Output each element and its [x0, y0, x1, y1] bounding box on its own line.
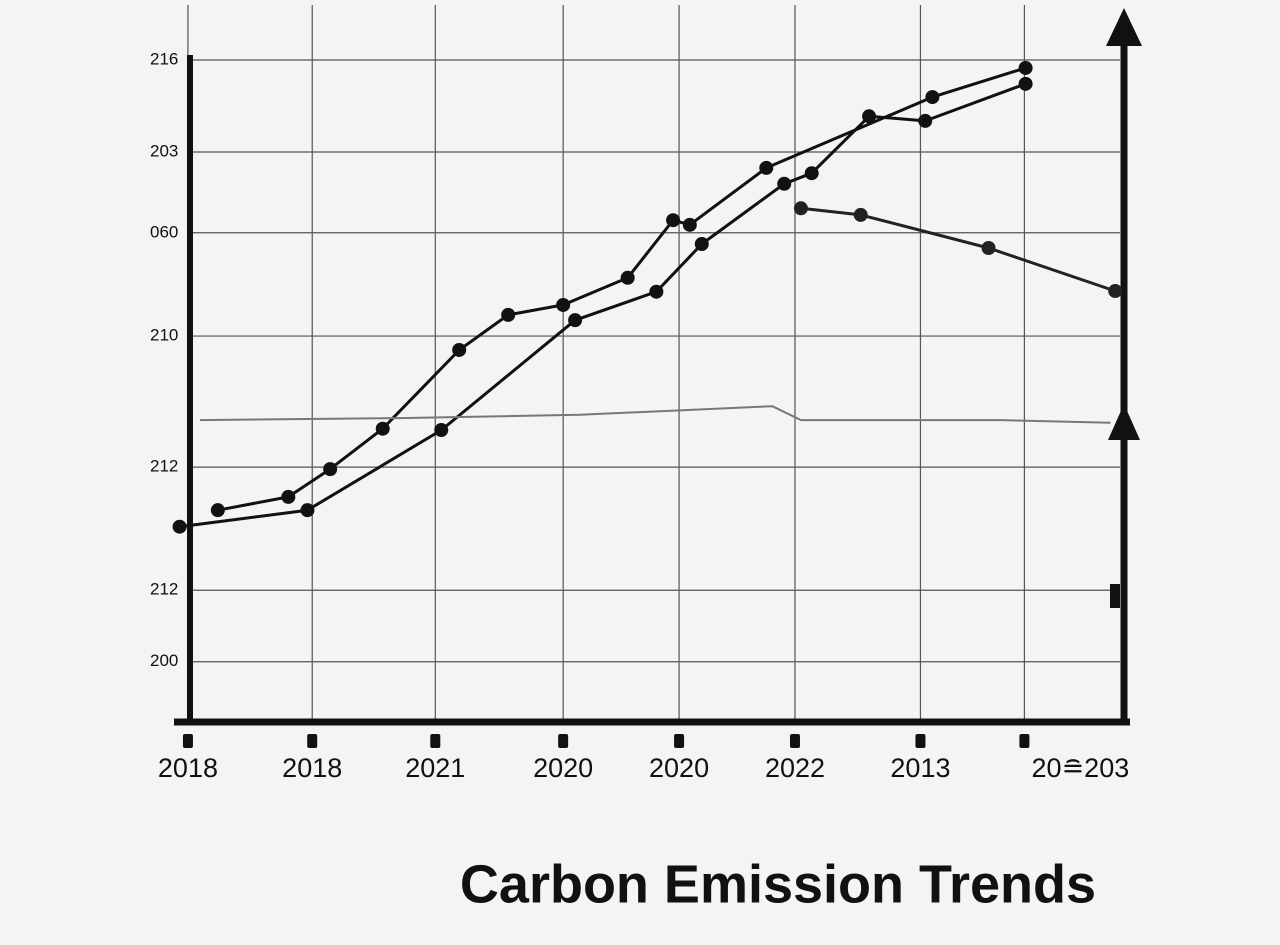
x-tick-label: 2018 — [282, 753, 342, 783]
y-tick-label: 203 — [150, 142, 178, 161]
data-point — [1108, 284, 1123, 299]
x-tick — [430, 734, 441, 748]
x-tick-label: 2022 — [765, 753, 825, 783]
data-point — [777, 176, 792, 191]
data-point — [918, 113, 933, 128]
data-point — [853, 207, 868, 222]
x-tick-label: 2020 — [649, 753, 709, 783]
y-tick-label: 210 — [150, 326, 178, 345]
data-point — [210, 503, 225, 518]
x-tick — [1019, 734, 1030, 748]
y-tick-label: 200 — [150, 651, 178, 670]
data-point — [793, 201, 808, 216]
data-point — [981, 241, 996, 256]
series-line — [217, 66, 1027, 512]
data-point — [568, 313, 583, 328]
y-tick-label: 212 — [150, 580, 178, 599]
data-point — [620, 270, 635, 285]
data-point — [375, 421, 390, 436]
data-point — [694, 237, 709, 252]
x-tick-label: 20≘203 — [1032, 753, 1130, 783]
data-point — [1018, 60, 1033, 75]
data-point — [300, 503, 315, 518]
x-tick — [307, 734, 318, 748]
series-line — [199, 405, 1111, 424]
x-tick — [674, 734, 685, 748]
data-point — [862, 109, 877, 124]
x-tick — [789, 734, 800, 748]
y-tick-label: 212 — [150, 457, 178, 476]
data-point — [925, 90, 940, 105]
data-point — [1018, 76, 1033, 91]
y-tick-label: 216 — [150, 49, 178, 68]
x-tick — [558, 734, 569, 748]
data-point — [759, 160, 774, 175]
x-tick-label: 2020 — [533, 753, 593, 783]
x-tick — [915, 734, 926, 748]
data-point — [666, 213, 681, 228]
data-point — [434, 423, 449, 438]
y-tick-label: 060 — [150, 222, 178, 241]
x-tick — [182, 734, 193, 748]
data-point — [682, 217, 697, 232]
x-tick-label: 2021 — [405, 753, 465, 783]
x-tick-label: 2013 — [890, 753, 950, 783]
series-line — [800, 206, 1116, 293]
axis-marker — [1110, 584, 1120, 608]
grid — [187, 5, 1120, 722]
axis-arrow — [1106, 8, 1142, 46]
data-point — [172, 519, 187, 534]
data-point — [281, 489, 296, 504]
axis-arrow — [1108, 404, 1140, 440]
data-point — [452, 342, 467, 357]
data-point — [501, 307, 516, 322]
chart-title: Carbon Emission Trends — [460, 854, 1096, 914]
data-point — [649, 284, 664, 299]
data-point — [804, 166, 819, 181]
data-point — [556, 297, 571, 312]
x-tick-label: 2018 — [158, 753, 218, 783]
data-point — [323, 462, 338, 477]
series-line — [179, 82, 1027, 529]
